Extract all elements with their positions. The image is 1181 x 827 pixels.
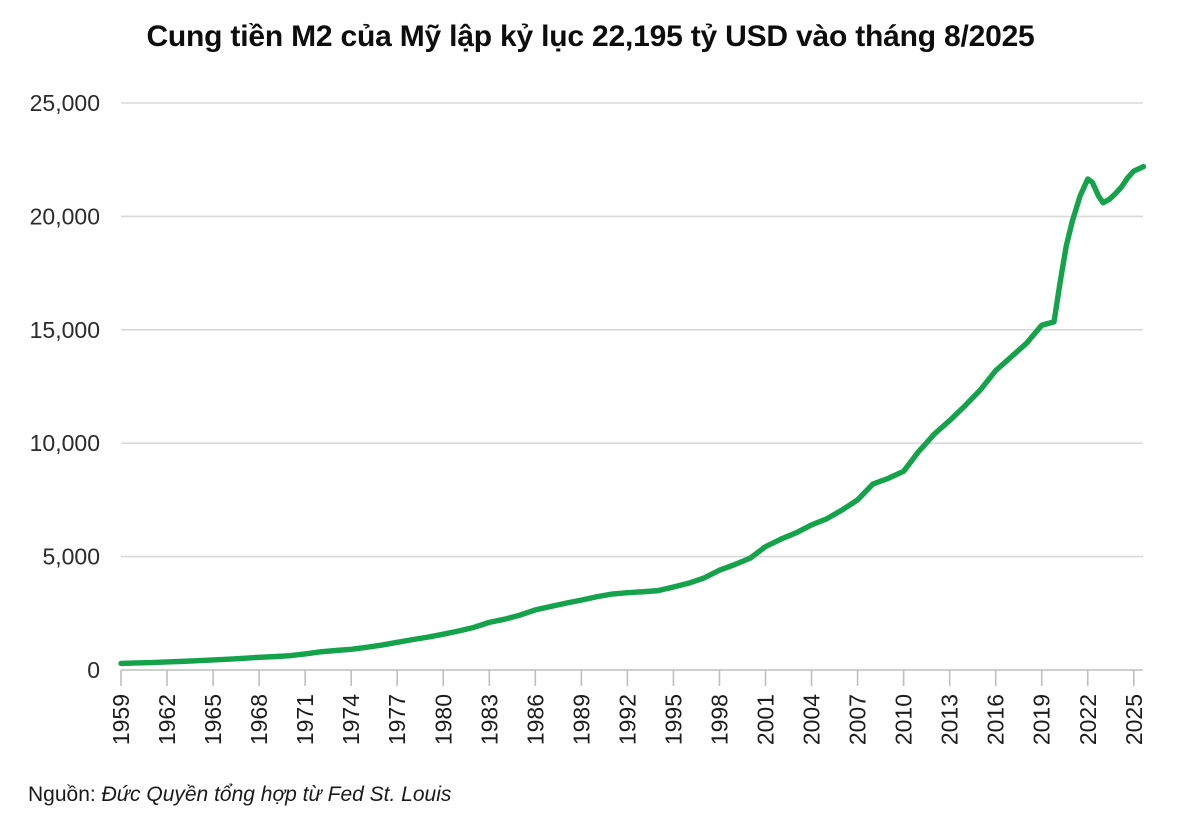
x-axis-tick-label: 1962 [154, 694, 180, 745]
series-line-0 [118, 163, 1147, 667]
x-axis-tick-label: 1980 [430, 694, 456, 745]
x-axis-tick-label: 1977 [384, 694, 410, 745]
x-axis-tick-label: 1992 [614, 694, 640, 745]
x-axis-tick-label: 1986 [522, 694, 548, 745]
x-axis-tick-label: 1968 [246, 694, 272, 745]
chart-plot-area: 0 5,000 10,000 15,000 20,000 25,000 1959 1962 19… [30, 90, 1147, 745]
x-axis-tick-label: 2001 [753, 694, 779, 745]
x-axis-tick-label: 2022 [1075, 694, 1101, 745]
y-axis-tick-label: 20,000 [30, 203, 100, 229]
x-axis-tick-label: 2013 [937, 694, 963, 745]
y-axis-tick-label: 0 [87, 657, 100, 683]
y-axis-tick-label: 25,000 [30, 90, 100, 116]
x-axis-tick-label: 1974 [338, 694, 364, 745]
x-axis-tick-label: 1983 [476, 694, 502, 745]
x-axis-tick-label: 1959 [108, 694, 134, 745]
x-axis-tick-label: 2004 [799, 694, 825, 745]
source-body: Đức Quyền tổng hợp từ Fed St. Louis [95, 783, 452, 806]
x-axis-tick-label: 2007 [845, 694, 871, 745]
x-axis-tick-label: 2016 [983, 694, 1009, 745]
x-axis-tick-label: 1971 [292, 694, 318, 745]
y-axis-tick-label: 5,000 [42, 544, 100, 570]
source-prefix: Nguồn: [28, 783, 96, 806]
y-axis-tick-label: 15,000 [30, 317, 100, 343]
x-axis-tick-label: 2010 [891, 694, 917, 745]
x-axis-tick-label: 2019 [1029, 694, 1055, 745]
y-axis-tick-label: 10,000 [30, 430, 100, 456]
x-axis-tick-label: 1998 [706, 694, 732, 745]
x-axis-tick-label: 2025 [1121, 694, 1147, 745]
source-note: Nguồn: Đức Quyền tổng hợp từ Fed St. Lou… [28, 783, 451, 807]
x-axis-tick-label: 1989 [568, 694, 594, 745]
chart-title: Cung tiền M2 của Mỹ lập kỷ lục 22,195 tỷ… [146, 20, 1035, 53]
x-axis-tick-label: 1995 [660, 694, 686, 745]
x-axis-tick-label: 1965 [200, 694, 226, 745]
